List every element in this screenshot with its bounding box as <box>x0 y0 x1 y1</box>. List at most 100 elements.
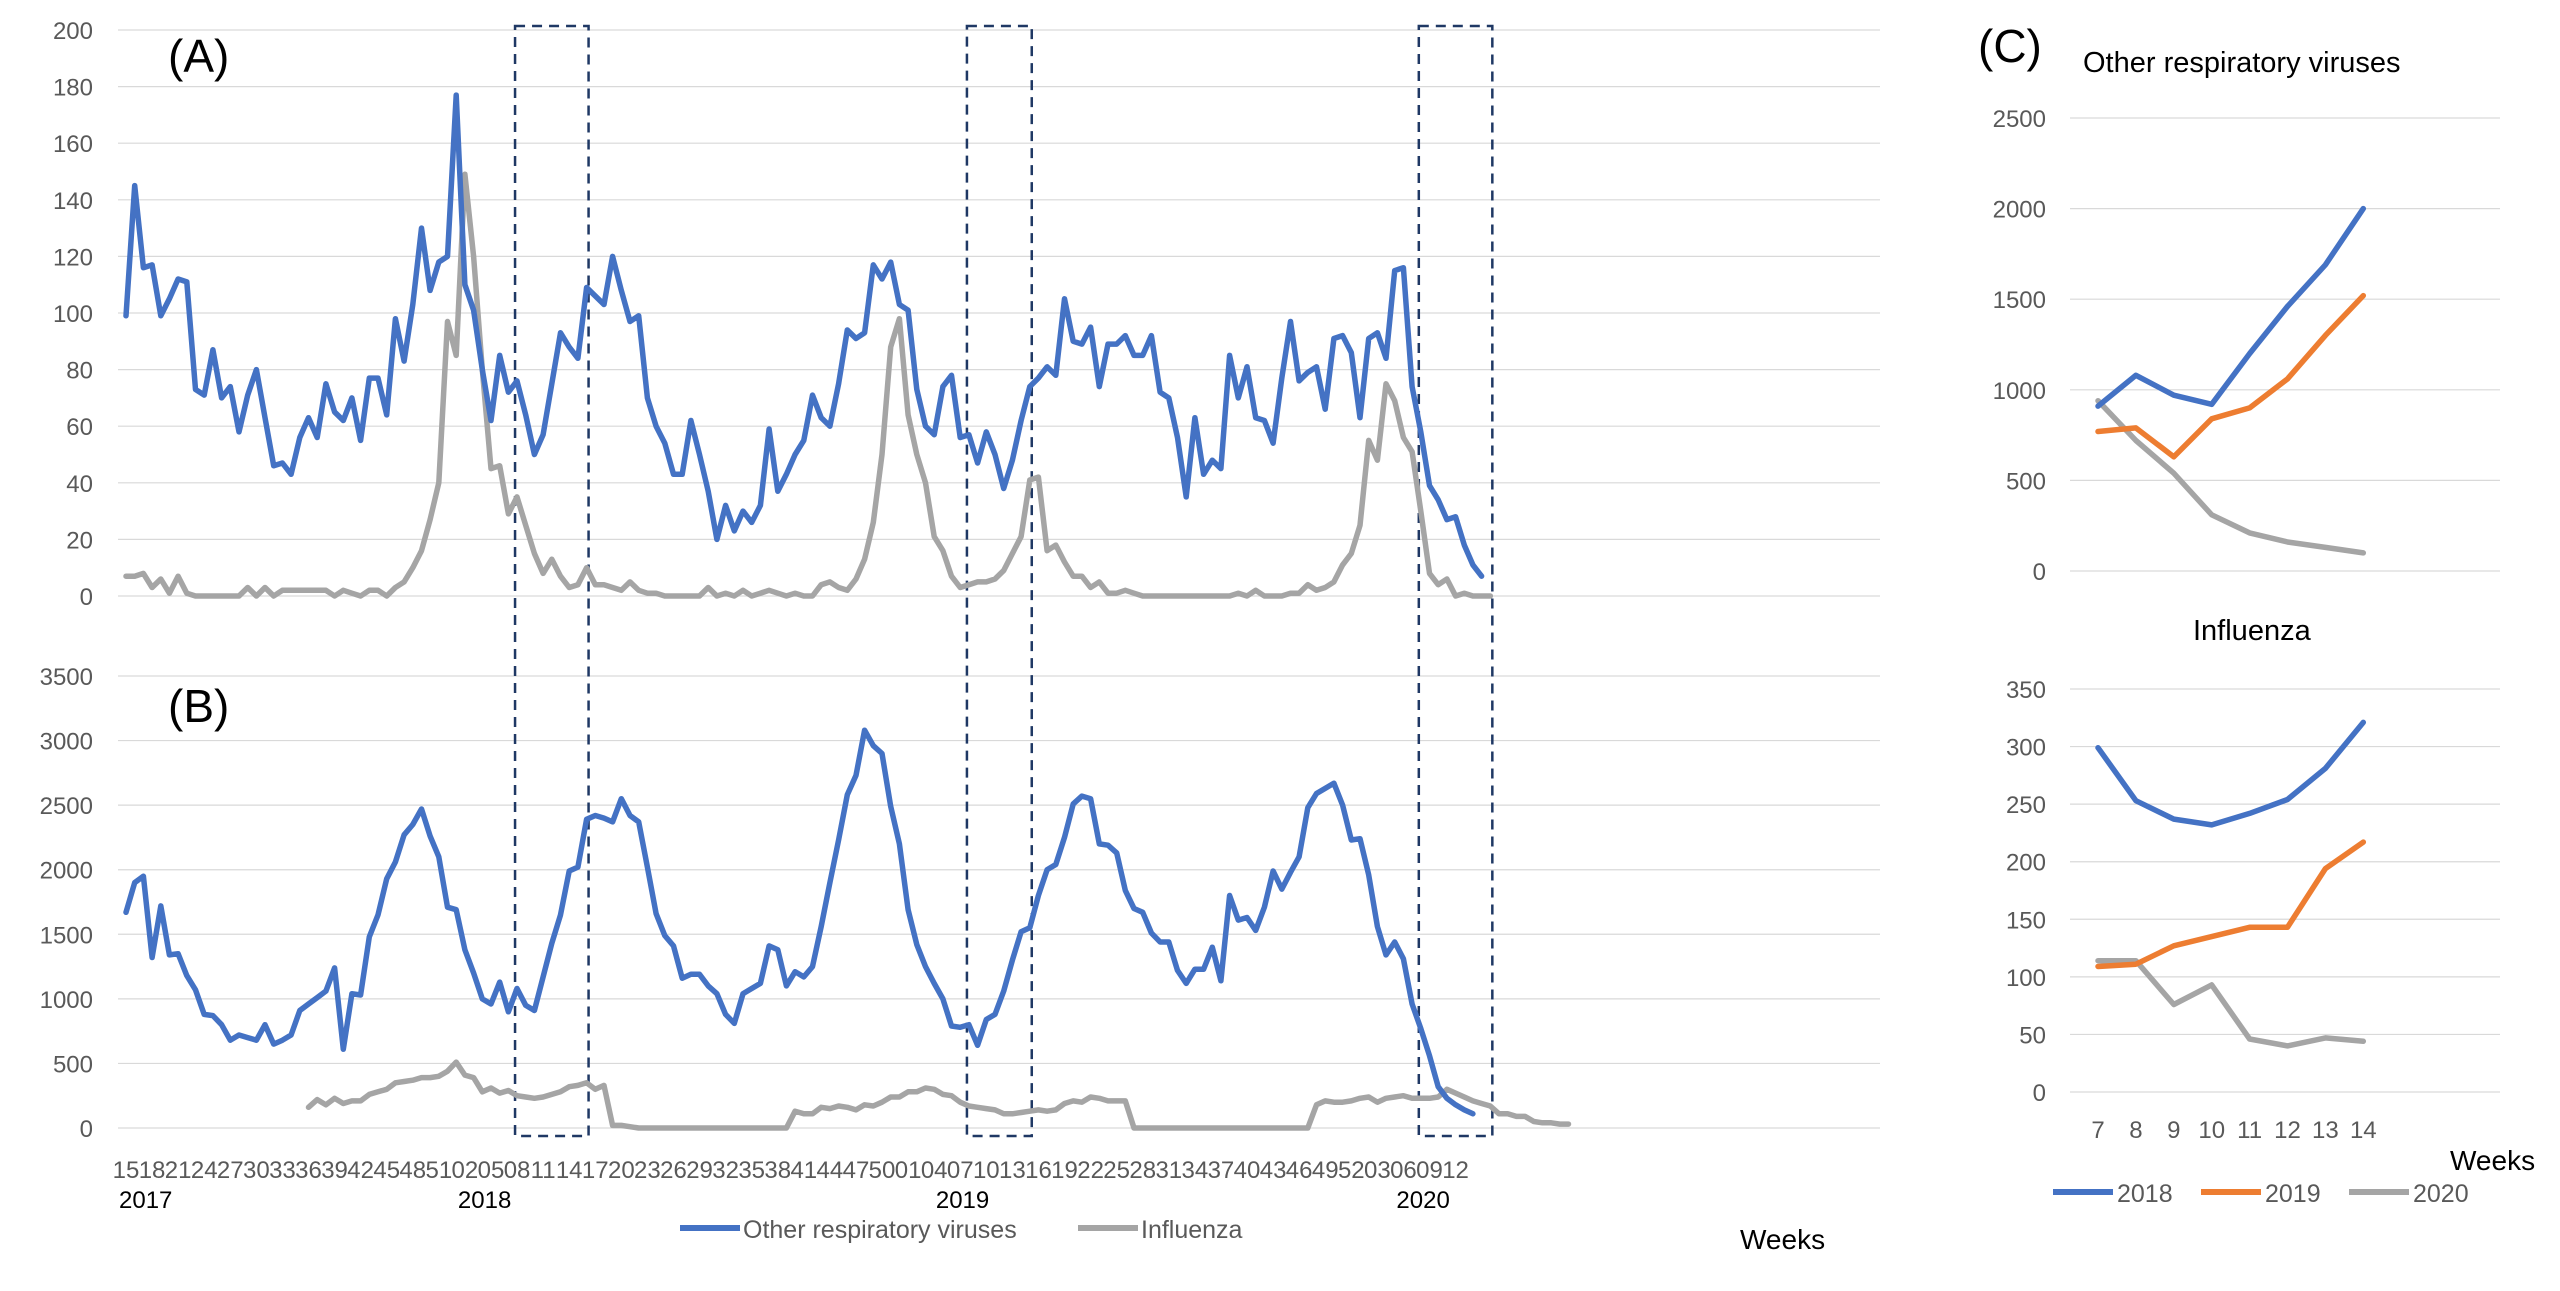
week-tick-label: 20 <box>608 1157 635 1184</box>
year-label: 2017 <box>119 1187 172 1214</box>
week-tick-label: 38 <box>764 1157 791 1184</box>
panel-a-y-tick-label: 160 <box>53 131 93 158</box>
week-tick-label: 46 <box>1286 1157 1313 1184</box>
panel-c-top-line-2019 <box>2095 292 2367 460</box>
dashed-highlight-box <box>513 24 590 1138</box>
week-tick-label: 18 <box>139 1157 166 1184</box>
panel-c-bottom-y-tick-label: 350 <box>2006 677 2046 704</box>
year-label: 2020 <box>1396 1187 1449 1214</box>
panel-c-bottom-y-tick-label: 300 <box>2006 735 2046 762</box>
week-tick-label: 16 <box>1025 1157 1052 1184</box>
panel-c-bottom-y-tick-label: 50 <box>2019 1022 2046 1049</box>
week-tick-label: 02 <box>452 1157 479 1184</box>
panel-b-y-tick-label: 500 <box>53 1051 93 1078</box>
panel-c-bottom-gridlines <box>2070 688 2500 1093</box>
panel-c-week-tick-label: 13 <box>2312 1117 2339 1144</box>
panel-a-y-tick-label: 100 <box>53 301 93 328</box>
panel-c-top-line-2018 <box>2095 205 2367 409</box>
week-tick-label: 47 <box>843 1157 870 1184</box>
panel-a-influenza-line <box>123 171 1494 599</box>
week-tick-label: 30 <box>243 1157 270 1184</box>
week-tick-label: 36 <box>295 1157 322 1184</box>
panel-c-top-y-tick-label: 2500 <box>1993 106 2046 133</box>
data-series <box>123 92 2367 1131</box>
panel-c-bottom-line-2018 <box>2095 719 2367 828</box>
panel-c-week-tick-label: 12 <box>2274 1117 2301 1144</box>
week-tick-label: 50 <box>869 1157 896 1184</box>
panel-b-y-tick-label: 3500 <box>40 664 93 691</box>
panel-a-y-tick-label: 140 <box>53 188 93 215</box>
panel-a-y-tick-label: 60 <box>66 414 93 441</box>
panel-a-y-tick-label: 120 <box>53 244 93 271</box>
week-tick-label: 19 <box>1051 1157 1078 1184</box>
week-tick-label: 28 <box>1129 1157 1156 1184</box>
panel-b-y-tick-label: 2500 <box>40 793 93 820</box>
panel-b-y-tick-label: 1000 <box>40 987 93 1014</box>
week-tick-label: 40 <box>1234 1157 1261 1184</box>
panel-c-top-y-tick-label: 1500 <box>1993 287 2046 314</box>
panel-c-bottom-title: Influenza <box>2193 615 2312 647</box>
panel-c-top-y-tick-label: 2000 <box>1993 197 2046 224</box>
legend-label-influenza: Influenza <box>1141 1216 1243 1244</box>
week-tick-label: 26 <box>660 1157 687 1184</box>
legend-c: 2018 2019 2020 <box>2053 1180 2469 1208</box>
week-tick-label: 29 <box>686 1157 713 1184</box>
panel-c-week-tick-label: 7 <box>2091 1117 2104 1144</box>
panel-c-week-tick-label: 10 <box>2198 1117 2225 1144</box>
panel-a-y-tick-label: 0 <box>80 584 93 611</box>
week-tick-label: 32 <box>712 1157 739 1184</box>
week-tick-label: 17 <box>582 1157 609 1184</box>
panel-c-bottom-line-2020 <box>2095 957 2367 1049</box>
week-tick-label: 33 <box>269 1157 296 1184</box>
week-tick-label: 49 <box>1312 1157 1339 1184</box>
year-label: 2018 <box>458 1187 511 1214</box>
week-tick-label: 12 <box>1442 1157 1469 1184</box>
year-label: 2019 <box>936 1187 989 1214</box>
legend-label-2020: 2020 <box>2413 1180 2469 1208</box>
panel-a-y-tick-label: 80 <box>66 358 93 385</box>
weeks-label-c: Weeks <box>2450 1145 2535 1176</box>
week-tick-label: 35 <box>738 1157 765 1184</box>
panel-a-gridlines <box>118 29 1880 597</box>
legend-label-2019: 2019 <box>2265 1180 2321 1208</box>
panel-a-other-viruses-line <box>123 92 1485 579</box>
panel-b-influenza-line <box>305 1059 1572 1131</box>
week-tick-label: 10 <box>973 1157 1000 1184</box>
week-tick-label: 42 <box>347 1157 374 1184</box>
week-tick-label: 08 <box>504 1157 531 1184</box>
week-tick-label: 21 <box>165 1157 192 1184</box>
week-tick-label: 45 <box>373 1157 400 1184</box>
panel-b-y-tick-label: 2000 <box>40 858 93 885</box>
panel-c-week-tick-label: 9 <box>2167 1117 2180 1144</box>
week-tick-label: 41 <box>790 1157 817 1184</box>
week-tick-label: 25 <box>1103 1157 1130 1184</box>
panel-c-top-title: Other respiratory viruses <box>2083 47 2401 79</box>
week-tick-label: 37 <box>1208 1157 1235 1184</box>
legend-label-2018: 2018 <box>2117 1180 2173 1208</box>
week-tick-label: 04 <box>921 1157 948 1184</box>
panel-c-top-gridlines <box>2070 117 2500 572</box>
panel-c-week-tick-label: 11 <box>2237 1117 2262 1144</box>
week-tick-label: 09 <box>1416 1157 1443 1184</box>
week-tick-label: 51 <box>425 1157 452 1184</box>
panel-c-top-y-tick-label: 0 <box>2033 559 2046 586</box>
panel-c-bottom-y-tick-label: 0 <box>2033 1080 2046 1107</box>
week-tick-label: 15 <box>113 1157 140 1184</box>
panel-c-bottom-line-2019 <box>2095 839 2367 970</box>
week-tick-label: 03 <box>1364 1157 1391 1184</box>
week-tick-label: 06 <box>1390 1157 1417 1184</box>
week-tick-label: 34 <box>1182 1157 1209 1184</box>
panel-c-week-tick-label: 8 <box>2129 1117 2142 1144</box>
panel-b-y-tick-label: 1500 <box>40 922 93 949</box>
dashed-highlight-box <box>1417 24 1494 1138</box>
week-tick-label: 48 <box>399 1157 426 1184</box>
panel-a-y-tick-label: 20 <box>66 527 93 554</box>
week-tick-label: 13 <box>999 1157 1026 1184</box>
panel-c-bottom-y-tick-label: 150 <box>2006 907 2046 934</box>
legend-label-other-viruses: Other respiratory viruses <box>743 1216 1017 1244</box>
legend-ab: Other respiratory viruses Influenza <box>680 1216 1243 1244</box>
panel-a-label: (A) <box>168 30 229 82</box>
week-tick-label: 11 <box>531 1157 556 1184</box>
week-tick-label: 07 <box>947 1157 974 1184</box>
